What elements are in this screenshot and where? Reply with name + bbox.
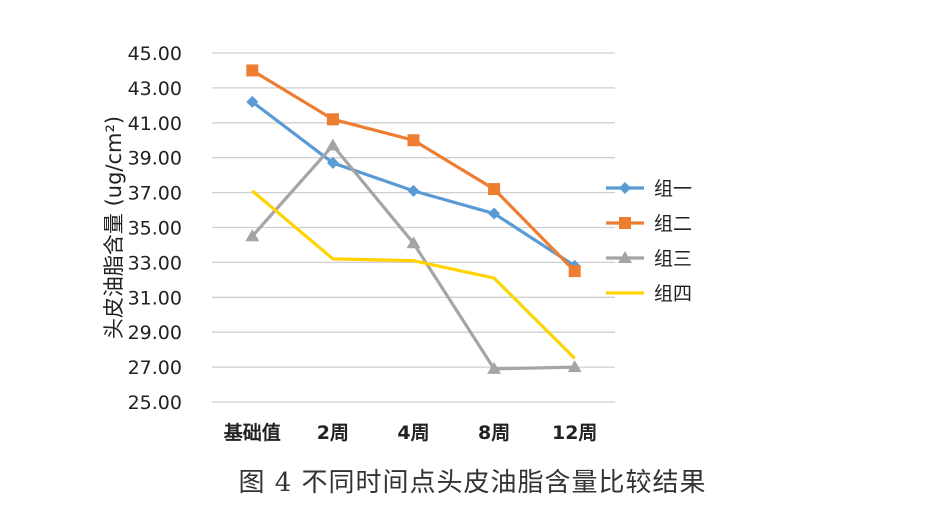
- x-tick-label: 4周: [397, 422, 429, 444]
- data-point: [488, 183, 501, 196]
- y-axis-label: 头皮油脂含量 (ug/cm²): [102, 116, 126, 339]
- x-tick-label: 2周: [317, 422, 349, 444]
- legend-label: 组二: [654, 213, 692, 235]
- y-tick-label: 31.00: [128, 287, 182, 309]
- y-tick-label: 43.00: [128, 78, 182, 100]
- y-tick-label: 39.00: [128, 148, 182, 170]
- data-point: [568, 265, 581, 278]
- data-point: [407, 134, 420, 147]
- line-chart: 25.00 27.00 29.00 31.00 33.00 35.00 37.00 39.00…: [102, 43, 692, 444]
- legend-marker: [619, 217, 631, 229]
- data-point: [326, 156, 339, 169]
- data-point: [325, 138, 340, 151]
- x-tick-label: 8周: [478, 422, 510, 444]
- data-point: [406, 236, 421, 249]
- legend-label: 组一: [654, 178, 692, 200]
- data-point: [246, 95, 259, 108]
- data-point: [246, 64, 259, 77]
- data-point: [488, 207, 501, 220]
- legend-label: 组三: [654, 248, 692, 270]
- y-tick-label: 29.00: [128, 322, 182, 344]
- legend-item: 组二: [606, 213, 692, 235]
- y-tick-label: 37.00: [128, 183, 182, 205]
- legend-marker: [619, 182, 631, 194]
- y-tick-label: 27.00: [128, 357, 182, 379]
- data-point: [407, 184, 420, 197]
- legend-label: 组四: [654, 283, 692, 305]
- y-tick-label: 33.00: [128, 252, 182, 274]
- y-tick-label: 41.00: [128, 113, 182, 135]
- legend-item: 组四: [606, 283, 692, 305]
- y-tick-label: 45.00: [128, 43, 182, 65]
- data-point: [487, 361, 502, 374]
- legend-marker: [618, 251, 632, 263]
- data-point: [567, 360, 582, 373]
- y-tick-label: 25.00: [128, 392, 182, 414]
- legend-item: 组一: [606, 178, 692, 200]
- x-tick-label: 基础值: [223, 421, 281, 444]
- series-1: [246, 95, 581, 272]
- series-2: [246, 64, 581, 278]
- series-4: [251, 189, 576, 360]
- series-line: [251, 189, 576, 360]
- data-point: [245, 229, 260, 242]
- x-tick-label: 12周: [552, 422, 597, 444]
- y-tick-label: 35.00: [128, 218, 182, 240]
- series-3: [245, 138, 582, 374]
- series-line: [251, 143, 575, 371]
- figure-caption: 图 4 不同时间点头皮油脂含量比较结果: [238, 468, 707, 498]
- legend-item: 组三: [606, 248, 692, 270]
- data-point: [326, 113, 339, 126]
